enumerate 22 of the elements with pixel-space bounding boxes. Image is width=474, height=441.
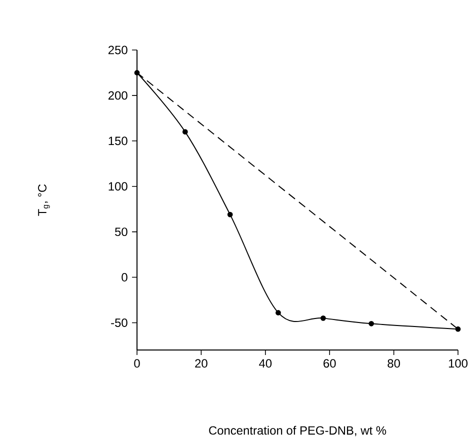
y-tick-label: 150: [108, 136, 128, 146]
y-tick-label: 50: [115, 228, 128, 236]
y-tick-label: 0: [122, 273, 128, 282]
point: [227, 212, 233, 218]
y-tick-label: 200: [108, 91, 128, 100]
x-tick-label: 20: [195, 359, 208, 368]
point: [320, 315, 326, 321]
x-tick-label: 40: [259, 359, 272, 368]
y-tick-label: 250: [108, 46, 128, 54]
y-tick-label: -50: [111, 318, 128, 327]
y-tick-label: 100: [108, 182, 128, 191]
point: [276, 310, 281, 316]
point: [182, 129, 188, 135]
x-axis-title: Concentration of PEG-DNB, wt %: [209, 426, 386, 436]
x-tick-label: 0: [134, 359, 140, 368]
x-tick-label: 60: [324, 359, 336, 368]
point: [134, 70, 140, 76]
point: [368, 320, 374, 326]
x-tick-label: 100: [448, 359, 468, 368]
x-tick-label: 80: [388, 359, 400, 368]
point: [455, 326, 461, 332]
y-axis-title: T$_{g}$, °C: [38, 184, 50, 216]
